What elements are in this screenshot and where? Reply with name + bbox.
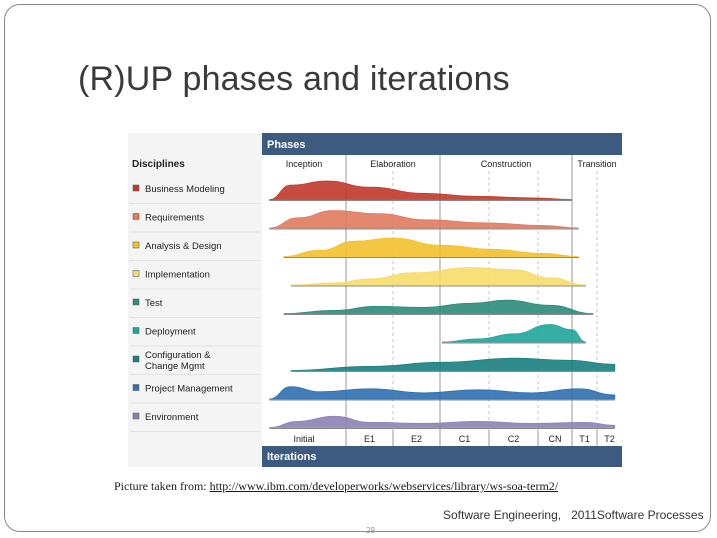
iteration-label-c2: C2 [508,434,520,444]
iteration-label-initial: Initial [293,434,314,444]
image-source-caption: Picture taken from: http://www.ibm.com/d… [114,479,558,494]
discipline-hump-business-modeling [269,180,572,200]
discipline-hump-project-management [269,386,616,400]
discipline-hump-configuration-change-mgmt [290,357,616,371]
disciplines-header: Disciplines [132,159,185,170]
discipline-bullet-deployment [132,327,140,334]
discipline-label-requirements: Requirements [145,213,204,224]
discipline-bullet-environment [132,412,140,420]
phase-label-row [262,155,622,171]
discipline-label-test: Test [145,298,163,309]
discipline-bullet-configuration-change-mgmt [132,355,140,363]
iteration-label-e1: E1 [364,434,375,444]
discipline-hump-requirements [269,210,579,229]
phases-header: Phases [267,139,306,151]
discipline-hump-deployment [441,324,587,343]
phase-label-construction: Construction [481,159,532,169]
discipline-label-business-modeling: Business Modeling [145,184,225,195]
rup-hump-chart: Phases Disciplines Iterations Inception E… [130,133,622,467]
phase-label-transition: Transition [577,159,616,169]
discipline-hump-implementation [290,267,587,286]
discipline-label-configuration-change-mgmt: Configuration & Change Mgmt [145,350,211,372]
discipline-label-analysis-design: Analysis & Design [145,241,222,252]
discipline-bullet-test [132,298,140,306]
caption-prefix: Picture taken from: [114,479,210,493]
discipline-hump-environment [269,415,616,428]
slide-footer: Software Engineering, 2011Software Proces… [443,508,704,522]
discipline-label-project-management: Project Management [145,384,233,395]
iteration-label-c1: C1 [459,434,471,444]
discipline-label-environment: Environment [145,412,199,423]
discipline-bullet-analysis-design [132,241,140,249]
phase-label-inception: Inception [286,159,323,169]
phase-label-elaboration: Elaboration [370,159,416,169]
discipline-bullet-requirements [132,213,140,220]
slide-frame [4,4,711,532]
footer-course: Software Engineering, [443,508,562,522]
iterations-header-bar [262,446,622,467]
iteration-label-t2: T2 [604,434,615,444]
iterations-header: Iterations [267,451,317,463]
footer-topic: 2011Software Processes [571,508,704,522]
discipline-bullet-implementation [132,270,140,277]
rup-diagram: Phases Disciplines Iterations Inception E… [128,133,622,467]
discipline-bullet-business-modeling [132,184,140,192]
source-link[interactable]: http://www.ibm.com/developerworks/webser… [209,479,559,493]
discipline-bullet-project-management [132,384,140,391]
iteration-label-cn: CN [549,434,562,444]
discipline-label-implementation: Implementation [145,270,210,281]
iteration-label-e2: E2 [411,434,422,444]
phases-header-bar [262,133,622,155]
discipline-label-deployment: Deployment [145,327,196,338]
page-number: 29 [366,526,375,535]
discipline-hump-analysis-design [283,237,579,257]
discipline-hump-test [283,299,594,314]
slide-title: (R)UP phases and iterations [78,60,510,98]
iteration-label-t1: T1 [579,434,590,444]
iteration-label-row [262,430,622,446]
